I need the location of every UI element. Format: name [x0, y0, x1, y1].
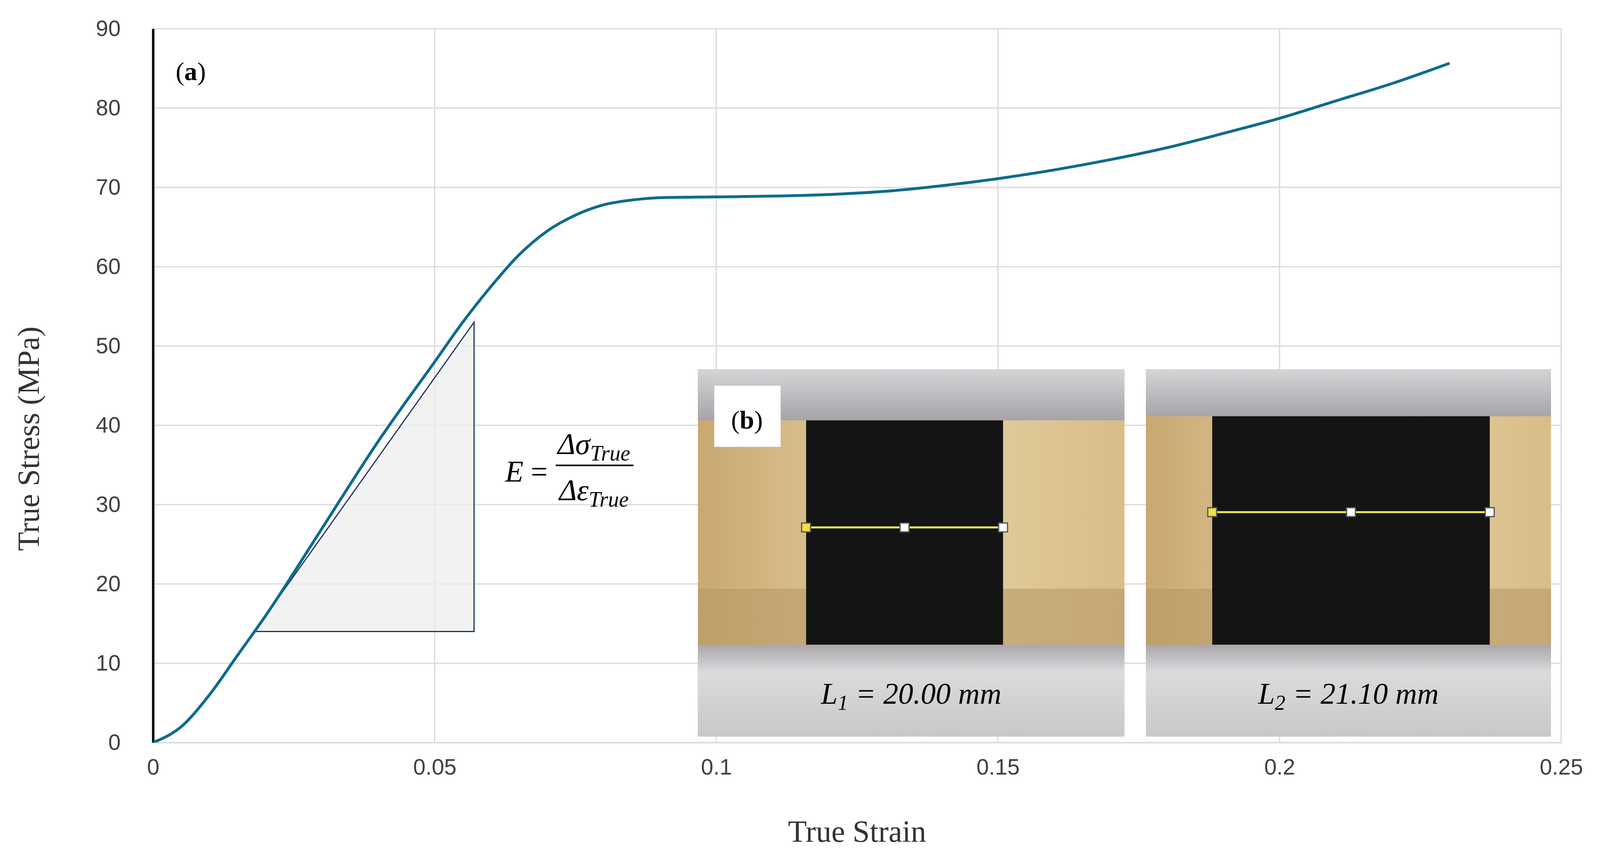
y-tick: 70 — [95, 174, 153, 200]
x-tick: 0.1 — [701, 742, 732, 780]
y-tick: 50 — [95, 333, 153, 359]
y-axis: 0 10 20 30 40 50 60 70 80 90 — [95, 15, 154, 755]
formula-numerator-main: Δσ — [556, 427, 591, 461]
formula-numerator-sub: True — [590, 441, 631, 466]
y-tick: 80 — [95, 95, 153, 121]
measure-handle — [1207, 507, 1217, 517]
x-tick: 0.05 — [413, 742, 457, 780]
y-tick-label: 80 — [95, 95, 121, 121]
x-axis-title: True Strain — [788, 814, 927, 849]
length-symbol: L — [1257, 677, 1275, 711]
x-tick: 0.25 — [1539, 742, 1584, 780]
x-grid-line — [152, 28, 154, 743]
x-tick: 0.15 — [976, 742, 1020, 780]
y-tick: 30 — [95, 491, 153, 517]
y-grid-line — [152, 266, 1562, 268]
length-value: = 21.10 mm — [1285, 677, 1439, 711]
y-tick: 0 — [108, 729, 153, 755]
y-tick-label: 90 — [95, 15, 121, 41]
photo-background — [1145, 369, 1552, 738]
formula-lhs: E — [504, 454, 524, 489]
measure-handle — [900, 522, 910, 532]
y-tick-label: 50 — [95, 333, 121, 359]
inset-length-label: L1 = 20.00 mm — [820, 677, 1002, 715]
x-axis-line — [153, 742, 1562, 744]
formula-denominator-sub: True — [588, 487, 629, 512]
panel-label: (a) — [175, 57, 207, 86]
x-tick-label: 0 — [146, 754, 160, 780]
x-tick-label: 0.05 — [413, 754, 457, 780]
y-tick-label: 70 — [95, 174, 121, 200]
x-tick-label: 0.15 — [976, 754, 1020, 780]
measure-handle — [801, 522, 811, 532]
y-tick: 20 — [95, 571, 153, 597]
y-grid-line — [152, 186, 1562, 189]
y-grid-line — [152, 742, 1562, 744]
inset-label-box — [714, 385, 781, 447]
y-tick-label: 10 — [95, 650, 121, 676]
x-tick-label: 0.25 — [1539, 754, 1584, 780]
photo-background — [697, 369, 1125, 738]
bottom-plate — [697, 644, 1125, 737]
y-tick-label: 60 — [95, 253, 121, 279]
fraction-bar — [555, 464, 634, 467]
formula-denominator-main: Δε — [558, 473, 589, 507]
specimen — [806, 420, 1004, 646]
formula: E=ΔσTrueΔεTrue — [504, 427, 634, 512]
length-symbol: L — [820, 677, 838, 711]
formula-denominator: ΔεTrue — [558, 473, 629, 512]
x-tick: 0.2 — [1264, 742, 1295, 780]
y-tick: 40 — [95, 412, 153, 438]
y-axis-line — [152, 29, 155, 744]
chart: 0 0.05 0.1 0.15 0.2 0.25 0 10 20 30 40 50 60 70 80 90 Tr… — [0, 0, 1600, 864]
x-tick: 0 — [146, 742, 160, 780]
grid — [152, 28, 1562, 743]
length-subscript: 1 — [837, 691, 848, 715]
y-tick: 60 — [95, 253, 153, 279]
measure-handle — [998, 522, 1008, 532]
y-tick-label: 20 — [95, 571, 121, 597]
length-value: = 20.00 mm — [847, 677, 1002, 711]
y-grid-line — [152, 28, 1562, 30]
inset-photo: L2 = 21.10 mm — [1145, 369, 1552, 738]
formula-numerator: ΔσTrue — [556, 427, 631, 466]
x-grid-line — [1560, 28, 1562, 743]
y-grid-line — [152, 107, 1562, 109]
measure-handle — [1485, 507, 1495, 517]
y-axis-title: True Stress (MPa) — [11, 326, 46, 552]
measure-handle — [1346, 507, 1356, 517]
x-tick-label: 0.1 — [701, 754, 732, 780]
panel-label: (b) — [730, 405, 763, 435]
bottom-plate — [1145, 644, 1552, 737]
x-axis: 0 0.05 0.1 0.15 0.2 0.25 — [146, 742, 1584, 780]
length-subscript: 2 — [1274, 691, 1286, 715]
y-tick-label: 0 — [108, 729, 121, 755]
inset-length-label: L2 = 21.10 mm — [1257, 677, 1439, 715]
x-tick-label: 0.2 — [1264, 754, 1295, 780]
y-tick: 10 — [95, 650, 153, 676]
formula-equals: = — [530, 454, 548, 489]
y-grid-line — [152, 345, 1562, 347]
inset-photo: L1 = 20.00 mm (b) — [697, 369, 1125, 738]
y-tick-label: 40 — [95, 412, 121, 438]
top-plate — [1145, 369, 1552, 417]
y-tick: 90 — [95, 15, 153, 41]
specimen — [1212, 416, 1490, 646]
y-tick-label: 30 — [95, 491, 121, 517]
